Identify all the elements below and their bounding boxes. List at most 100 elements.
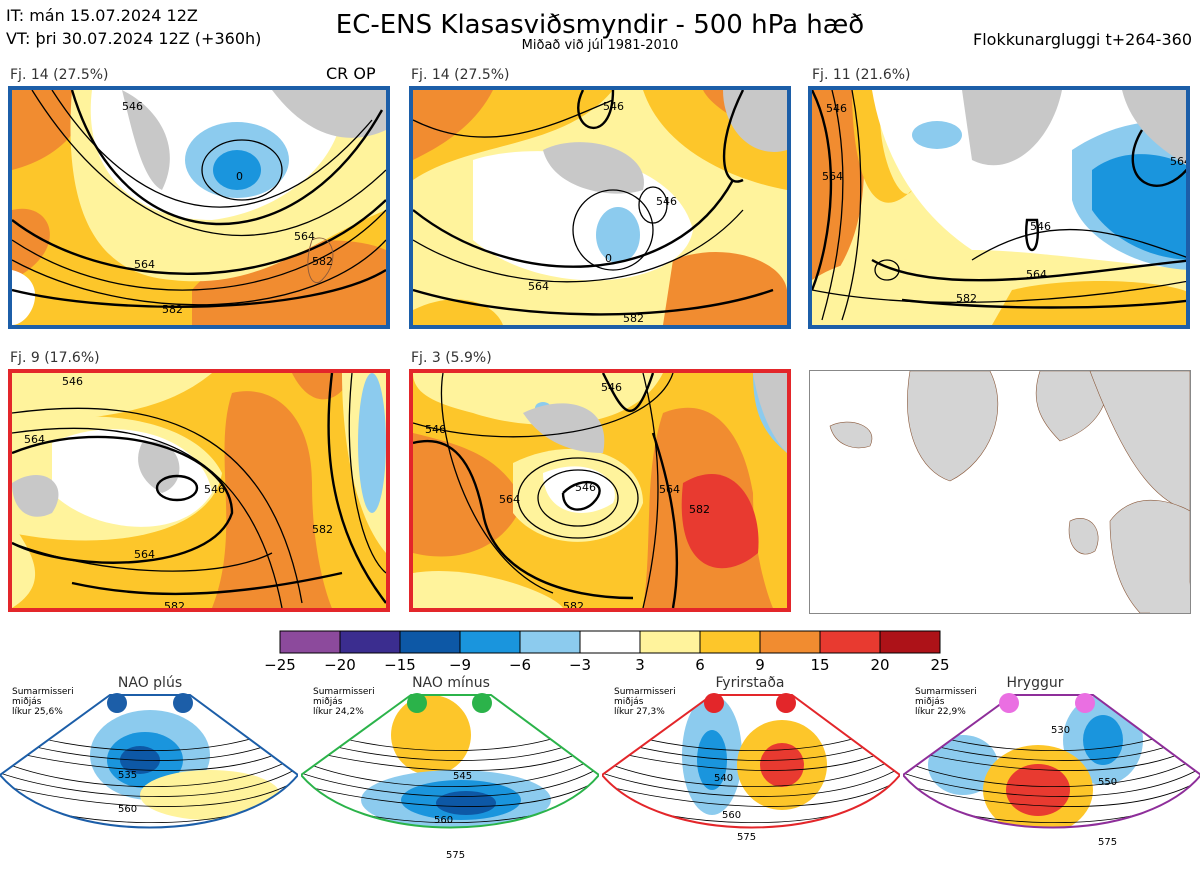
- regime-map: 535 560: [0, 693, 300, 829]
- classification-window: Flokkunargluggi t+264-360: [973, 30, 1192, 49]
- colorbar-swatch: [579, 630, 641, 654]
- colorbar-swatch: [639, 630, 701, 654]
- contour-label: 0: [236, 170, 243, 183]
- regime-title: NAO plús: [117, 675, 183, 691]
- cluster-map-2: 546 546 0 564 582: [409, 86, 791, 329]
- cluster-map-3: 546 564 546 564 582 564: [808, 86, 1190, 329]
- contour-label: 582: [563, 600, 584, 608]
- colorbar-swatch: [339, 630, 401, 654]
- regime-info-line: líkur 25,6%: [12, 707, 63, 717]
- regime-schematic: 535 560 NAO plús Sumarmisseri miðjás líkur 25…: [0, 675, 300, 871]
- contour-label: 564: [1170, 155, 1190, 168]
- contour-label: 582: [312, 523, 333, 536]
- cr-op-label: CR OP: [326, 64, 376, 83]
- regime-contour-label: 560: [434, 815, 453, 826]
- contour-label: 546: [603, 100, 624, 113]
- contour-label: 564: [294, 230, 315, 243]
- cluster-map-1: 546 0 564 564 582 582: [8, 86, 390, 329]
- regime-info-line: Sumarmisseri: [614, 687, 676, 697]
- contour-label: 546: [62, 375, 83, 388]
- regime-dot: [107, 693, 127, 713]
- regime-schematic: 540 560 575 Fyrirstaða Sumarmisseri miðjás lík…: [600, 675, 902, 871]
- contour-label: 546: [575, 481, 596, 494]
- regime-info-line: miðjás: [915, 697, 945, 707]
- colorbar-tick-label: −3: [568, 656, 592, 674]
- panel-label-3: Fj. 11 (21.6%): [812, 67, 911, 83]
- regime-title: NAO mínus: [412, 675, 490, 691]
- colorbar-tick-label: 15: [810, 656, 830, 674]
- regime-schematic: 545 560 575 NAO mínus Sumarmisseri miðjás líku…: [299, 675, 601, 871]
- contour-label: 564: [1026, 268, 1047, 281]
- regime-info: Sumarmisseri miðjás líkur 22,9%: [915, 687, 977, 717]
- contour-label: 582: [312, 255, 333, 268]
- colorbar-swatch: [399, 630, 461, 654]
- panel-label-4: Fj. 9 (17.6%): [10, 350, 100, 366]
- regime-info: Sumarmisseri miðjás líkur 25,6%: [12, 687, 74, 717]
- contour-label: 564: [528, 280, 549, 293]
- regime-map: 530 550 575: [901, 693, 1200, 848]
- regime-contour-label: 550: [1098, 777, 1117, 788]
- regime-title: Hryggur: [1006, 675, 1064, 691]
- cluster-map-5: 546 546 546 564 564 582 582: [409, 369, 791, 612]
- colorbar-tick-label: −15: [384, 656, 416, 674]
- colorbar-tick-label: 25: [930, 656, 950, 674]
- colorbar-tick-label: 3: [635, 656, 645, 674]
- contour-label: 546: [204, 483, 225, 496]
- regime-info-line: miðjás: [313, 697, 343, 707]
- colorbar-swatch: [519, 630, 581, 654]
- page-subtitle: Miðað við júl 1981-2010: [521, 38, 679, 53]
- colorbar-tick-label: −25: [264, 656, 296, 674]
- regime-info: Sumarmisseri miðjás líkur 27,3%: [614, 687, 676, 717]
- regime-info-line: miðjás: [614, 697, 644, 707]
- init-time: IT: mán 15.07.2024 12Z: [6, 6, 198, 25]
- regime-dot: [999, 693, 1019, 713]
- regime-info-line: Sumarmisseri: [313, 687, 375, 697]
- regime-info-line: líkur 22,9%: [915, 707, 966, 717]
- contour-label: 546: [425, 423, 446, 436]
- regime-dot: [173, 693, 193, 713]
- panel-label-2: Fj. 14 (27.5%): [411, 67, 510, 83]
- contour-label: 564: [134, 548, 155, 561]
- contour-label: 546: [656, 195, 677, 208]
- regime-contour-label: 540: [714, 773, 733, 784]
- regime-contour-label: 575: [737, 832, 756, 843]
- contour-label: 546: [826, 102, 847, 115]
- regime-dot: [472, 693, 492, 713]
- colorbar-swatch: [759, 630, 821, 654]
- colorbar-swatch: [459, 630, 521, 654]
- regime-info: Sumarmisseri miðjás líkur 24,2%: [313, 687, 375, 717]
- contour-label: 564: [134, 258, 155, 271]
- regime-info-line: miðjás: [12, 697, 42, 707]
- regime-map: 545 560 575: [299, 693, 601, 861]
- contour-label: 564: [822, 170, 843, 183]
- regime-title: Fyrirstaða: [715, 675, 785, 691]
- regime-dot: [704, 693, 724, 713]
- page-title: EC-ENS Klasasviðsmyndir - 500 hPa hæð: [335, 10, 865, 40]
- contour-label: 546: [601, 381, 622, 394]
- colorbar-tick-label: −9: [448, 656, 472, 674]
- panel-label-1: Fj. 14 (27.5%): [10, 67, 109, 83]
- regime-contour-label: 545: [453, 771, 472, 782]
- colorbar-tick-label: −6: [508, 656, 532, 674]
- colorbar-swatch: [279, 630, 341, 654]
- contour-label: 564: [659, 483, 680, 496]
- colorbar-swatch: [699, 630, 761, 654]
- regime-schematic: 530 550 575 Hryggur Sumarmisseri miðjás líkur …: [901, 675, 1200, 871]
- colorbar-tick-label: 9: [755, 656, 765, 674]
- regime-dot: [776, 693, 796, 713]
- regime-contour-label: 560: [722, 810, 741, 821]
- contour-label: 582: [689, 503, 710, 516]
- regime-dot: [1075, 693, 1095, 713]
- regime-contour-label: 575: [1098, 837, 1117, 848]
- colorbar-swatch: [879, 630, 941, 654]
- panel-label-5: Fj. 3 (5.9%): [411, 350, 492, 366]
- regime-contour-label: 535: [118, 770, 137, 781]
- regime-contour-label: 530: [1051, 725, 1070, 736]
- cluster-map-4: 546 564 546 564 582 582: [8, 369, 390, 612]
- contour-label: 564: [24, 433, 45, 446]
- regime-contour-label: 560: [118, 804, 137, 815]
- colorbar-tick-label: 20: [870, 656, 890, 674]
- regime-info-line: líkur 24,2%: [313, 707, 364, 717]
- contour-label: 582: [956, 292, 977, 305]
- colorbar-swatch: [819, 630, 881, 654]
